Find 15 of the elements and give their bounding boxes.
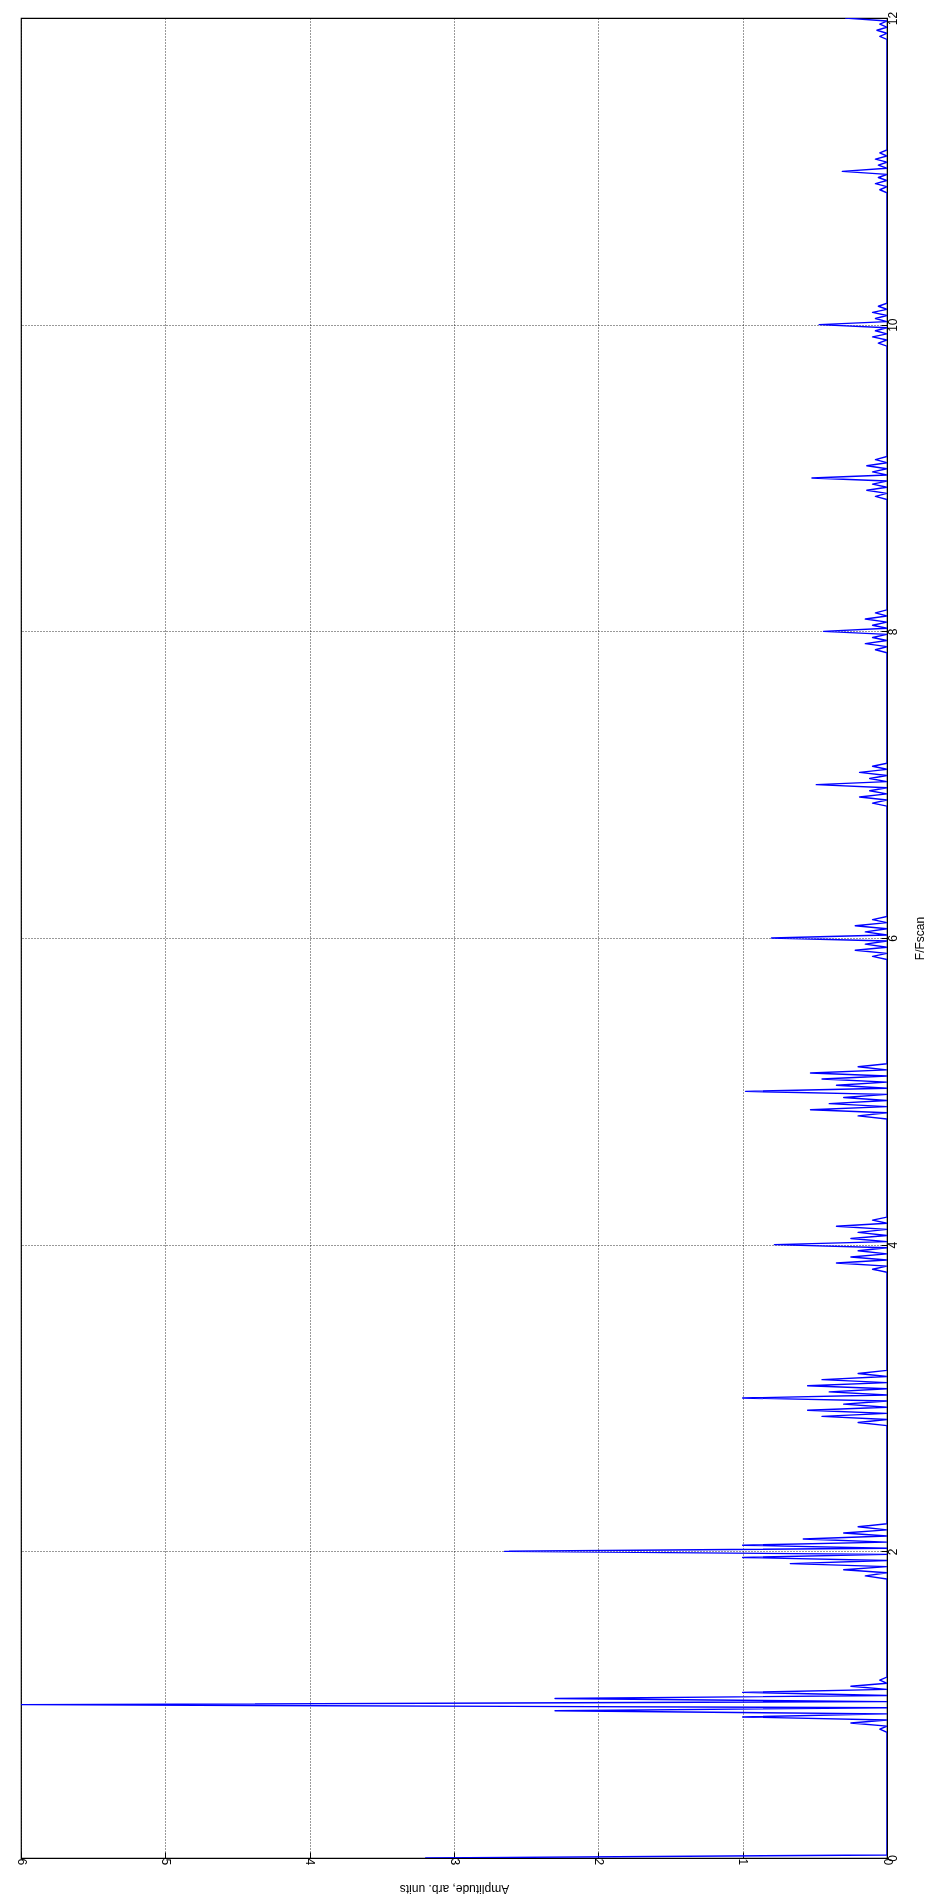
x-tick-label: 5 — [158, 1858, 173, 1866]
y-tick-label: 6 — [885, 934, 900, 942]
y-tick-label: 10 — [885, 318, 900, 332]
x-tick-label: 4 — [303, 1858, 318, 1866]
y-tick-label: 4 — [885, 1241, 900, 1249]
x-tick-label: 3 — [447, 1858, 462, 1866]
x-axis-title: Amplitude, arb. units — [399, 1881, 510, 1896]
y-tick-label: 12 — [885, 11, 900, 26]
x-tick-label: 2 — [591, 1858, 606, 1866]
y-tick-label: 2 — [885, 1548, 900, 1556]
x-tick-label: 1 — [736, 1858, 751, 1866]
y-tick-label: 8 — [885, 628, 900, 636]
x-tick-label: 6 — [14, 1858, 29, 1866]
y-axis-title: F/Fscan — [912, 916, 927, 961]
line-series — [21, 18, 887, 1858]
